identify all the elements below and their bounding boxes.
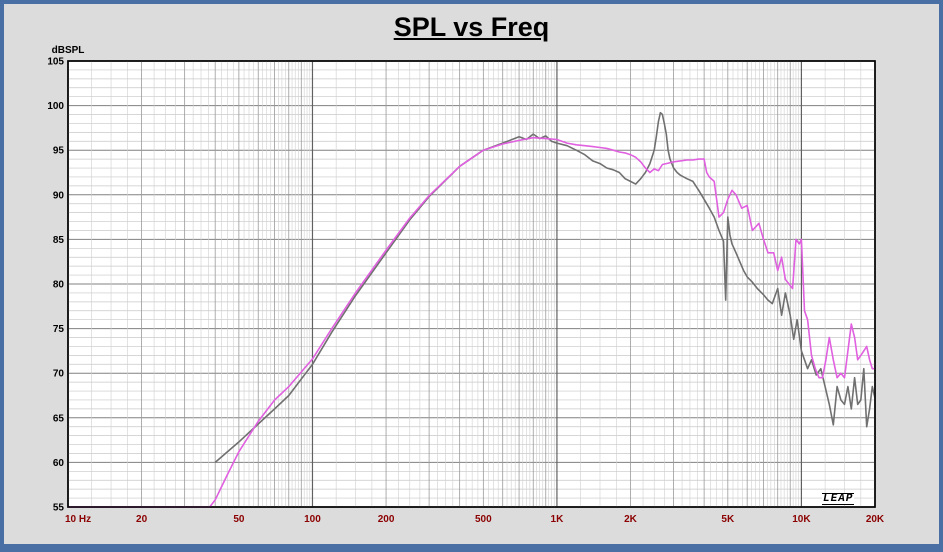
x-tick-label: 100 <box>304 514 321 525</box>
x-tick-labels: 10 Hz 20 50 100 200 500 1K 2K 5K 10K 20K <box>65 514 885 525</box>
series-group <box>68 111 876 508</box>
plot-border <box>67 60 876 508</box>
x-tick-label: 2K <box>624 514 638 525</box>
x-tick-label: 1K <box>551 514 565 525</box>
series-line-1 <box>214 111 876 464</box>
y-tick-label: 80 <box>53 280 65 291</box>
x-tick-label: 200 <box>378 514 395 525</box>
x-tick-label: 5K <box>721 514 735 525</box>
y-tick-label: 75 <box>53 324 65 335</box>
leap-logo: LEAP <box>822 493 855 505</box>
chart-title: SPL vs Freq <box>393 12 550 42</box>
y-axis-label: dBSPL <box>52 45 85 56</box>
y-tick-label: 85 <box>53 235 65 246</box>
y-tick-label: 55 <box>53 503 65 514</box>
y-tick-label: 60 <box>53 458 65 469</box>
x-tick-label: 20 <box>136 514 148 525</box>
y-tick-labels: 55 60 65 70 75 80 85 90 95 100 105 <box>47 57 64 514</box>
y-tick-label: 65 <box>53 413 65 424</box>
x-tick-label: 10K <box>792 514 811 525</box>
x-tick-label: 20K <box>866 514 885 525</box>
x-tick-label: 10 Hz <box>65 514 91 525</box>
series-line-2 <box>68 136 875 508</box>
y-tick-label: 105 <box>47 57 64 68</box>
y-tick-label: 90 <box>53 190 65 201</box>
x-tick-label: 500 <box>475 514 492 525</box>
y-tick-label: 70 <box>53 369 65 380</box>
y-tick-label: 100 <box>47 101 64 112</box>
y-tick-label: 95 <box>53 146 65 157</box>
x-tick-label: 50 <box>233 514 245 525</box>
